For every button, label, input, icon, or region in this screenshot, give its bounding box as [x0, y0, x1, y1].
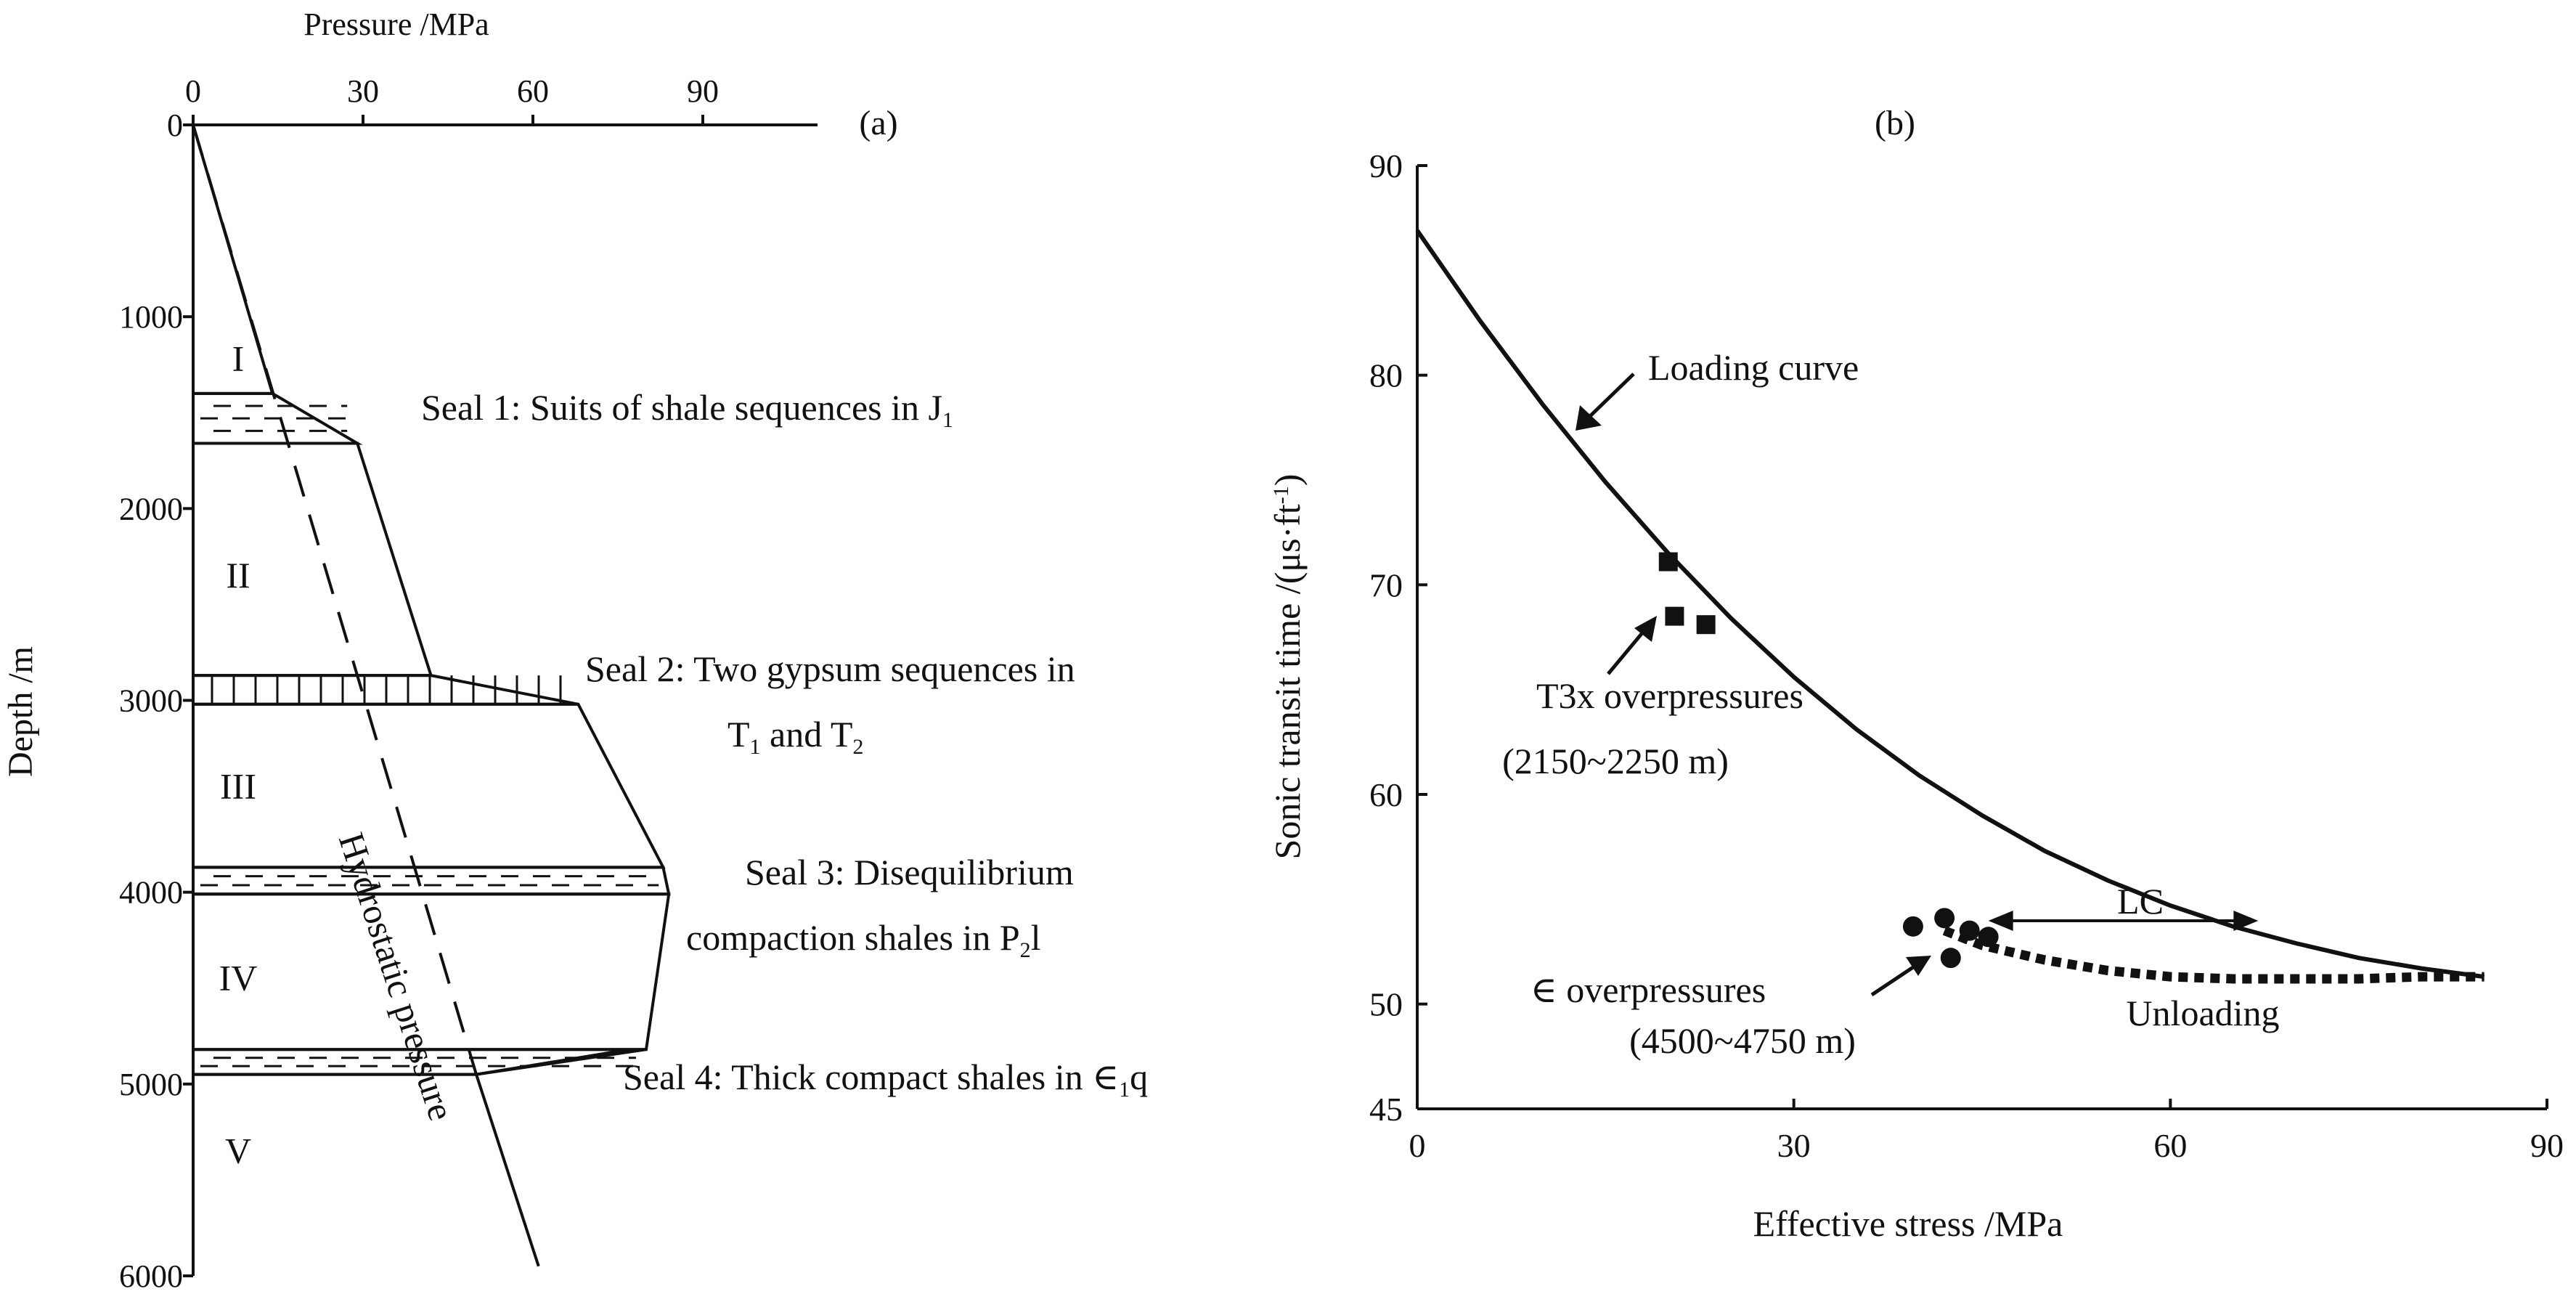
- panel-a-x-tick-label: 60: [517, 73, 549, 109]
- panel-b-y-tick-label: 50: [1369, 986, 1403, 1023]
- zone-label-IV: IV: [219, 958, 258, 998]
- panel-b-y-tick-label: 70: [1369, 566, 1403, 603]
- seal-layer-outline: [192, 866, 671, 896]
- seal-2-annotation-line-1: Seal 2: Two gypsum sequences in: [585, 648, 1075, 689]
- t3x-overpressure-point: [1665, 606, 1684, 626]
- hydrostatic-pressure-line-dashed: [192, 124, 478, 1075]
- zone-label-V: V: [225, 1130, 251, 1171]
- panel-b-y-axis-title-superscript: -1: [1269, 486, 1293, 504]
- panel-b-y-tick-label: 90: [1369, 147, 1403, 184]
- seal-1-subscript: 1: [942, 408, 953, 432]
- panel-b-y-tick-label: 45: [1369, 1091, 1403, 1128]
- seal-layer-1: [192, 391, 363, 445]
- unloading-curve-line: [1942, 926, 2485, 984]
- lc-arrowhead-left: [1988, 911, 2013, 931]
- hydrostatic-pressure-line-solid: [475, 1074, 540, 1267]
- panel-a-seal-layers: [192, 391, 671, 1076]
- seal-1-text: Seal 1: Suits of shale sequences in J: [421, 387, 942, 428]
- panel-a-y-tick-label: 3000: [119, 683, 183, 719]
- panel-a-label: (a): [859, 104, 897, 142]
- zone-label-I: I: [232, 338, 245, 378]
- panel-b-axes: 0 30 60 90 45 50 60 70 80 90: [1369, 147, 2564, 1164]
- cambrian-overpressure-point: [1978, 927, 1999, 948]
- panel-a-y-tick-label: 6000: [119, 1258, 183, 1294]
- lc-label: LC: [2117, 881, 2164, 921]
- seal-layer-2: [192, 674, 579, 706]
- t3x-overpressure-point: [1658, 552, 1678, 571]
- seal-2-t1: T: [727, 714, 750, 754]
- cambrian-arrowhead: [1906, 956, 1931, 976]
- panel-a-y-tick-label: 2000: [119, 491, 183, 526]
- seal-4-text: Seal 4: Thick compact shales in ∈: [623, 1057, 1119, 1097]
- panel-b-x-tick-label: 30: [1777, 1127, 1811, 1164]
- seal-3-annotation-line-1: Seal 3: Disequilibrium: [745, 852, 1074, 892]
- seal-2-annotation-line-2: T1 and T2: [727, 714, 863, 759]
- panel-b-y-axis-title-main: Sonic transit time /(μs·ft: [1267, 504, 1308, 859]
- lc-double-arrow: [1988, 911, 2259, 931]
- t3x-arrowhead: [1634, 616, 1657, 642]
- panel-b-x-tick-label: 90: [2530, 1127, 2564, 1164]
- panel-b-arrows: [1576, 373, 1931, 997]
- panel-a-y-tick-label: 4000: [119, 875, 183, 911]
- panel-a-y-tick-label: 1000: [119, 299, 183, 335]
- cambrian-overpressure-point: [1959, 920, 1980, 941]
- panel-a-x-axis-title: Pressure /MPa: [303, 7, 489, 42]
- panel-b-y-axis-title-close: ): [1267, 474, 1308, 487]
- t3x-overpressure-point: [1696, 615, 1716, 635]
- lc-arrowhead-right: [2233, 911, 2259, 931]
- panel-b-y-tick-label: 80: [1369, 357, 1403, 394]
- zone-label-II: II: [226, 555, 250, 595]
- seal-3-annotation-line-2: compaction shales in P2l: [686, 917, 1041, 962]
- panel-a-y-tick-label: 5000: [119, 1067, 183, 1102]
- loading-curve-arrow: [1587, 373, 1635, 419]
- panel-b-y-axis-title: Sonic transit time /(μs·ft-1): [1267, 474, 1308, 860]
- loading-curve-label: Loading curve: [1648, 347, 1859, 388]
- t3x-label-line-1: T3x overpressures: [1536, 675, 1803, 716]
- cambrian-overpressure-point: [1940, 948, 1961, 969]
- cambrian-label-line-1: ∈ overpressures: [1530, 969, 1766, 1010]
- panel-a-pressure-depth-chart: Pressure /MPa (a) Depth /m 0 30 60 90 0 1000 2…: [1, 7, 1148, 1294]
- panel-b-markers: [1658, 552, 1999, 969]
- panel-a-x-tick-label: 90: [687, 73, 719, 109]
- seal-2-t2-subscript: 2: [852, 735, 863, 759]
- panel-a-x-tick-label: 0: [185, 73, 201, 109]
- panel-b-x-axis-title: Effective stress /MPa: [1753, 1203, 2063, 1244]
- seal-2-t1-subscript: 1: [750, 735, 761, 759]
- seal-4-annotation: Seal 4: Thick compact shales in ∈1q: [623, 1057, 1148, 1102]
- panel-b-label: (b): [1875, 104, 1915, 142]
- cambrian-overpressure-point: [1902, 916, 1923, 937]
- loading-curve-line: [1415, 229, 2485, 980]
- panel-a-axes: 0 30 60 90 0 1000 2000 3000 4000 5000 6000: [119, 73, 818, 1294]
- seal-3-subscript: 2: [1020, 938, 1031, 962]
- panel-b-y-tick-label: 60: [1369, 776, 1403, 813]
- seal-4-suffix: q: [1130, 1057, 1148, 1097]
- panel-a-y-axis-title: Depth /m: [1, 646, 40, 777]
- zone-label-III: III: [220, 765, 256, 806]
- t3x-label-line-2: (2150~2250 m): [1502, 741, 1729, 781]
- seal-3-suffix: l: [1031, 917, 1041, 958]
- panel-b-x-tick-label: 0: [1409, 1127, 1426, 1164]
- panel-a-y-tick-label: 0: [167, 107, 183, 143]
- panel-b-x-tick-label: 60: [2153, 1127, 2187, 1164]
- seal-3-text: compaction shales in P: [686, 917, 1020, 958]
- panel-b-series: [1415, 229, 2485, 984]
- panel-a-pressure-lines: [192, 124, 671, 1267]
- unloading-label: Unloading: [2126, 993, 2279, 1033]
- t3x-arrow: [1607, 629, 1646, 675]
- cambrian-label-line-2: (4500~4750 m): [1629, 1020, 1856, 1061]
- formation-pressure-line: [192, 124, 671, 1076]
- seal-2-and-t: and T: [761, 714, 853, 754]
- panel-b-sonic-effective-stress-chart: (b) Effective stress /MPa Sonic transit …: [1267, 104, 2564, 1244]
- cambrian-arrow: [1870, 964, 1917, 997]
- seal-4-subscript: 1: [1119, 1078, 1130, 1102]
- seal-1-annotation: Seal 1: Suits of shale sequences in J1: [421, 387, 953, 432]
- panel-a-x-tick-label: 30: [347, 73, 379, 109]
- loading-curve-arrowhead: [1576, 405, 1602, 431]
- cambrian-overpressure-point: [1934, 908, 1955, 929]
- seal-layer-3: [192, 866, 671, 896]
